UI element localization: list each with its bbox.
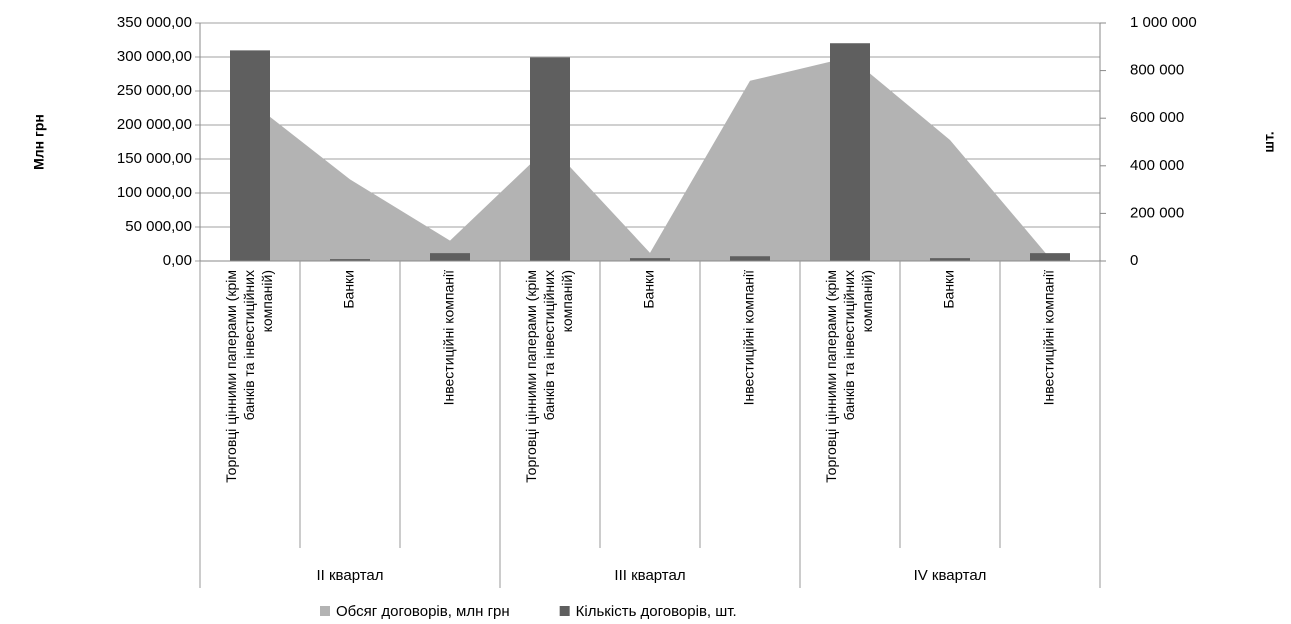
bar [630, 258, 670, 261]
x-tick-label: Банки [641, 270, 657, 309]
bar [230, 50, 270, 262]
x-tick-label: Інвестиційні компанії [741, 270, 757, 406]
x-tick-label: Торговці цінними паперами (крім банків т… [823, 270, 875, 483]
y2-tick-label: 600 000 [1130, 109, 1184, 126]
y2-tick-label: 1 000 000 [1130, 14, 1197, 31]
group-label: IV квартал [914, 567, 987, 584]
bar [730, 256, 770, 261]
legend-label: Кількість договорів, шт. [576, 603, 737, 620]
bar [830, 43, 870, 262]
x-tick-label: Торговці цінними паперами (крім банків т… [523, 270, 575, 483]
legend-label: Обсяг договорів, млн грн [336, 603, 510, 620]
y-tick-label: 50 000,00 [125, 218, 192, 235]
y-tick-label: 250 000,00 [117, 82, 192, 99]
x-tick-label: Інвестиційні компанії [1041, 270, 1057, 406]
y2-tick-label: 200 000 [1130, 204, 1184, 221]
group-label: III квартал [614, 567, 685, 584]
x-tick-label: Торговці цінними паперами (крім банків т… [223, 270, 275, 483]
legend-swatch [320, 606, 330, 616]
y-tick-label: 150 000,00 [117, 150, 192, 167]
x-tick-label: Інвестиційні компанії [441, 270, 457, 406]
y-tick-label: 350 000,00 [117, 14, 192, 31]
y-tick-label: 0,00 [163, 252, 192, 269]
x-tick-label: Банки [941, 270, 957, 309]
y-axis-title: Млн грн [31, 114, 47, 170]
x-tick-label: Банки [341, 270, 357, 309]
bar [1030, 253, 1070, 261]
legend-swatch [559, 606, 570, 616]
y2-tick-label: 400 000 [1130, 157, 1184, 174]
bar [930, 258, 970, 261]
y2-tick-label: 0 [1130, 252, 1138, 269]
bar [430, 253, 470, 261]
y2-axis-title: шт. [1261, 131, 1277, 152]
bar [330, 259, 370, 261]
group-label: II квартал [316, 567, 383, 584]
y2-tick-label: 800 000 [1130, 62, 1184, 79]
y-tick-label: 200 000,00 [117, 116, 192, 133]
bar [530, 57, 570, 262]
y-tick-label: 300 000,00 [117, 48, 192, 65]
y-tick-label: 100 000,00 [117, 184, 192, 201]
